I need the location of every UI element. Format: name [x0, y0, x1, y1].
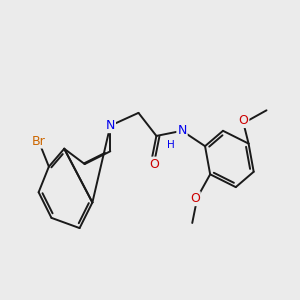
- Text: Br: Br: [32, 134, 46, 148]
- Text: O: O: [149, 158, 159, 171]
- Text: N: N: [106, 119, 115, 132]
- Text: O: O: [190, 192, 200, 205]
- Text: N: N: [177, 124, 187, 137]
- Text: H: H: [167, 140, 174, 150]
- Text: O: O: [238, 114, 248, 127]
